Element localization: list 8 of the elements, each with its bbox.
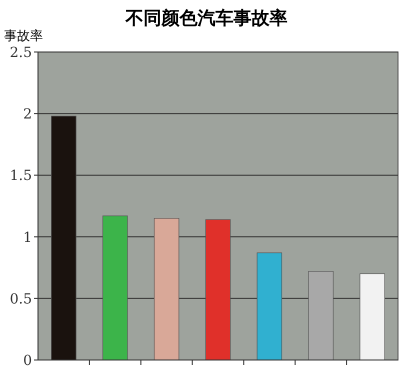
y-axis-title: 事故率 [4,28,43,44]
y-tick-label: 0 [23,353,32,369]
y-tick-label: 2 [23,106,32,123]
y-tick-label: 1 [23,230,32,246]
chart-title: 不同颜色汽车事故率 [124,8,288,29]
y-tick-label: 0.5 [10,291,32,308]
y-tick-label: 1.5 [10,168,32,184]
y-tick-label: 2.5 [10,45,32,61]
